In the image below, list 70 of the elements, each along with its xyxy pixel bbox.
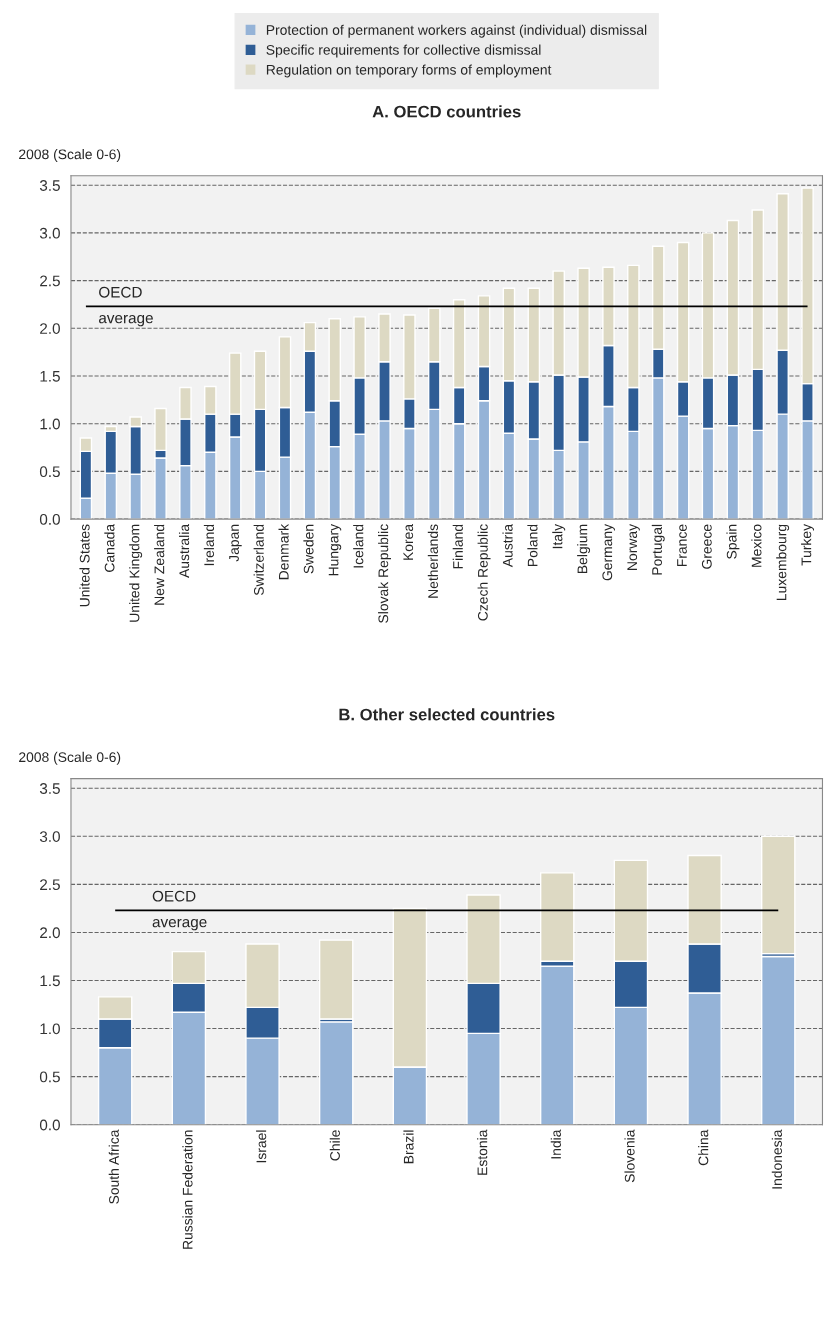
- ref-line-label: OECD average: [99, 286, 153, 327]
- x-tick-label: Russian Federation: [182, 1130, 193, 1249]
- x-tick-label: South Africa: [108, 1129, 119, 1204]
- x-tick-label: Luxembourg: [776, 524, 790, 601]
- x-tick-label: Mexico: [751, 524, 762, 567]
- chart-title: A. OECD countries: [372, 105, 521, 118]
- x-tick-label: Portugal: [651, 524, 665, 575]
- x-tick-label: Sweden: [303, 524, 314, 574]
- x-tick-label: Italy: [552, 523, 566, 549]
- y-tick-label: 1.5: [40, 975, 60, 987]
- x-tick-label: Japan: [229, 524, 242, 562]
- y-tick-label: 3.5: [39, 180, 60, 191]
- x-tick-label: Switzerland: [253, 524, 264, 596]
- y-axis-title: 2008 (Scale 0-6): [19, 149, 121, 162]
- bar: [760, 835, 796, 955]
- y-tick-label: 3.0: [39, 831, 60, 842]
- chart-title: B. Other selected countries: [339, 708, 555, 721]
- x-tick-label: Finland: [452, 524, 463, 569]
- x-tick-label: Poland: [527, 524, 538, 567]
- x-tick-label: Norway: [627, 523, 640, 570]
- bar: [318, 1021, 354, 1125]
- x-tick-label: Greece: [701, 524, 712, 569]
- y-tick-label: 0.5: [39, 1071, 60, 1083]
- legend-label: Regulation on temporary forms of employment: [266, 64, 552, 78]
- x-tick-label: Slovenia: [624, 1129, 635, 1183]
- x-tick-label: Canada: [104, 523, 115, 572]
- x-tick-label: Germany: [602, 523, 615, 581]
- y-tick-label: 3.5: [39, 783, 60, 794]
- x-tick-label: Slovak Republic: [378, 524, 391, 623]
- x-tick-label: Netherlands: [427, 524, 439, 598]
- y-tick-label: 0.0: [39, 1119, 60, 1131]
- x-tick-label: Iceland: [353, 524, 364, 568]
- y-axis-title: 2008 (Scale 0-6): [19, 751, 121, 765]
- x-tick-label: Hungary: [328, 523, 342, 576]
- legend-label: Specific requirements for collective dismissal: [266, 44, 541, 58]
- x-tick-label: Ireland: [203, 524, 215, 566]
- x-tick-label: China: [698, 1129, 709, 1166]
- x-tick-label: New Zealand: [154, 524, 165, 605]
- y-tick-label: 0.5: [39, 466, 60, 478]
- x-tick-label: Spain: [726, 524, 740, 559]
- y-tick-label: 2.5: [40, 275, 60, 287]
- x-tick-label: Belgium: [577, 524, 591, 573]
- x-tick-label: Estonia: [477, 1129, 488, 1175]
- x-tick-label: Czech Republic: [477, 524, 491, 621]
- y-tick-label: 0.0: [39, 513, 60, 525]
- x-tick-label: France: [677, 524, 687, 567]
- x-tick-label: United States: [79, 524, 90, 607]
- x-tick-label: Australia: [178, 523, 190, 578]
- bar: [760, 955, 796, 1125]
- bar: [318, 939, 354, 1020]
- y-tick-label: 1.0: [40, 418, 60, 430]
- x-tick-label: United Kingdom: [129, 524, 143, 622]
- x-tick-label: Brazil: [403, 1130, 414, 1164]
- bar: [539, 965, 575, 1125]
- x-tick-label: Chile: [329, 1130, 340, 1161]
- y-tick-label: 2.5: [40, 879, 60, 891]
- y-tick-label: 3.0: [39, 227, 60, 239]
- x-tick-label: India: [550, 1129, 561, 1159]
- x-tick-label: Israel: [256, 1130, 267, 1163]
- y-tick-label: 1.5: [40, 371, 60, 382]
- x-tick-label: Korea: [403, 523, 414, 560]
- x-tick-label: Indonesia: [771, 1129, 782, 1189]
- y-tick-label: 2.0: [40, 927, 60, 939]
- y-tick-label: 1.0: [40, 1023, 60, 1035]
- x-tick-label: Austria: [502, 523, 513, 568]
- y-tick-label: 2.0: [40, 323, 60, 334]
- x-tick-label: Denmark: [278, 523, 289, 580]
- x-tick-label: Turkey: [801, 523, 815, 566]
- legend-label: Protection of permanent workers against (individual) dismissal: [266, 24, 647, 38]
- ref-line-label: OECD average: [152, 890, 207, 931]
